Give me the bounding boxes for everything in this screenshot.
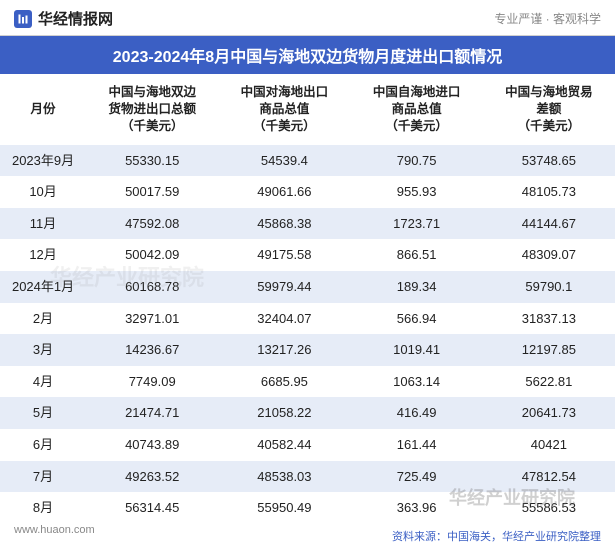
site-url: www.huaon.com <box>14 524 95 536</box>
value-cell: 7749.09 <box>86 366 218 398</box>
table-row: 2023年9月55330.1554539.4790.7553748.65 <box>0 145 615 177</box>
value-cell: 44144.67 <box>483 208 615 240</box>
value-cell: 40421 <box>483 429 615 461</box>
column-header: 月份 <box>0 74 86 145</box>
value-cell: 866.51 <box>351 239 483 271</box>
value-cell: 40582.44 <box>218 429 350 461</box>
value-cell: 55950.49 <box>218 492 350 524</box>
value-cell: 6685.95 <box>218 366 350 398</box>
value-cell: 14236.67 <box>86 334 218 366</box>
value-cell: 48105.73 <box>483 176 615 208</box>
header-slogan: 专业严谨 · 客观科学 <box>494 10 601 27</box>
table-row: 7月49263.5248538.03725.4947812.54 <box>0 461 615 493</box>
value-cell: 49061.66 <box>218 176 350 208</box>
month-cell: 2023年9月 <box>0 145 86 177</box>
value-cell: 790.75 <box>351 145 483 177</box>
value-cell: 416.49 <box>351 397 483 429</box>
month-cell: 10月 <box>0 176 86 208</box>
value-cell: 56314.45 <box>86 492 218 524</box>
column-header: 中国与海地贸易差额（千美元） <box>483 74 615 145</box>
month-cell: 5月 <box>0 397 86 429</box>
table-row: 11月47592.0845868.381723.7144144.67 <box>0 208 615 240</box>
page-title: 2023-2024年8月中国与海地双边货物月度进出口额情况 <box>0 36 615 74</box>
value-cell: 1723.71 <box>351 208 483 240</box>
month-cell: 4月 <box>0 366 86 398</box>
value-cell: 54539.4 <box>218 145 350 177</box>
month-cell: 12月 <box>0 239 86 271</box>
table-row: 5月21474.7121058.22416.4920641.73 <box>0 397 615 429</box>
value-cell: 725.49 <box>351 461 483 493</box>
table-row: 12月50042.0949175.58866.5148309.07 <box>0 239 615 271</box>
column-header: 中国自海地进口商品总值（千美元） <box>351 74 483 145</box>
table-row: 8月56314.4555950.49363.9655586.53 <box>0 492 615 524</box>
value-cell: 50042.09 <box>86 239 218 271</box>
value-cell: 59790.1 <box>483 271 615 303</box>
logo-icon <box>14 10 32 28</box>
table-row: 3月14236.6713217.261019.4112197.85 <box>0 334 615 366</box>
table-row: 10月50017.5949061.66955.9348105.73 <box>0 176 615 208</box>
data-table: 月份中国与海地双边货物进出口总额（千美元）中国对海地出口商品总值（千美元）中国自… <box>0 74 615 524</box>
value-cell: 55586.53 <box>483 492 615 524</box>
table-row: 4月7749.096685.951063.145622.81 <box>0 366 615 398</box>
value-cell: 1063.14 <box>351 366 483 398</box>
value-cell: 40743.89 <box>86 429 218 461</box>
column-header: 中国与海地双边货物进出口总额（千美元） <box>86 74 218 145</box>
table-row: 2月32971.0132404.07566.9431837.13 <box>0 303 615 335</box>
month-cell: 2月 <box>0 303 86 335</box>
month-cell: 11月 <box>0 208 86 240</box>
data-table-container: 月份中国与海地双边货物进出口总额（千美元）中国对海地出口商品总值（千美元）中国自… <box>0 74 615 524</box>
table-row: 6月40743.8940582.44161.4440421 <box>0 429 615 461</box>
value-cell: 31837.13 <box>483 303 615 335</box>
value-cell: 21058.22 <box>218 397 350 429</box>
column-header: 中国对海地出口商品总值（千美元） <box>218 74 350 145</box>
value-cell: 60168.78 <box>86 271 218 303</box>
table-body: 2023年9月55330.1554539.4790.7553748.6510月5… <box>0 145 615 524</box>
table-header: 月份中国与海地双边货物进出口总额（千美元）中国对海地出口商品总值（千美元）中国自… <box>0 74 615 145</box>
month-cell: 2024年1月 <box>0 271 86 303</box>
logo-text: 华经情报网 <box>38 8 113 29</box>
value-cell: 48309.07 <box>483 239 615 271</box>
value-cell: 20641.73 <box>483 397 615 429</box>
value-cell: 49175.58 <box>218 239 350 271</box>
value-cell: 12197.85 <box>483 334 615 366</box>
value-cell: 955.93 <box>351 176 483 208</box>
value-cell: 32971.01 <box>86 303 218 335</box>
header-bar: 华经情报网 专业严谨 · 客观科学 <box>0 0 615 36</box>
table-row: 2024年1月60168.7859979.44189.3459790.1 <box>0 271 615 303</box>
month-cell: 8月 <box>0 492 86 524</box>
value-cell: 161.44 <box>351 429 483 461</box>
value-cell: 55330.15 <box>86 145 218 177</box>
value-cell: 49263.52 <box>86 461 218 493</box>
value-cell: 13217.26 <box>218 334 350 366</box>
value-cell: 21474.71 <box>86 397 218 429</box>
value-cell: 45868.38 <box>218 208 350 240</box>
value-cell: 566.94 <box>351 303 483 335</box>
value-cell: 5622.81 <box>483 366 615 398</box>
logo-area: 华经情报网 <box>14 8 113 29</box>
value-cell: 32404.07 <box>218 303 350 335</box>
month-cell: 6月 <box>0 429 86 461</box>
month-cell: 7月 <box>0 461 86 493</box>
value-cell: 53748.65 <box>483 145 615 177</box>
month-cell: 3月 <box>0 334 86 366</box>
value-cell: 363.96 <box>351 492 483 524</box>
value-cell: 59979.44 <box>218 271 350 303</box>
value-cell: 47812.54 <box>483 461 615 493</box>
value-cell: 50017.59 <box>86 176 218 208</box>
value-cell: 48538.03 <box>218 461 350 493</box>
value-cell: 1019.41 <box>351 334 483 366</box>
value-cell: 189.34 <box>351 271 483 303</box>
value-cell: 47592.08 <box>86 208 218 240</box>
